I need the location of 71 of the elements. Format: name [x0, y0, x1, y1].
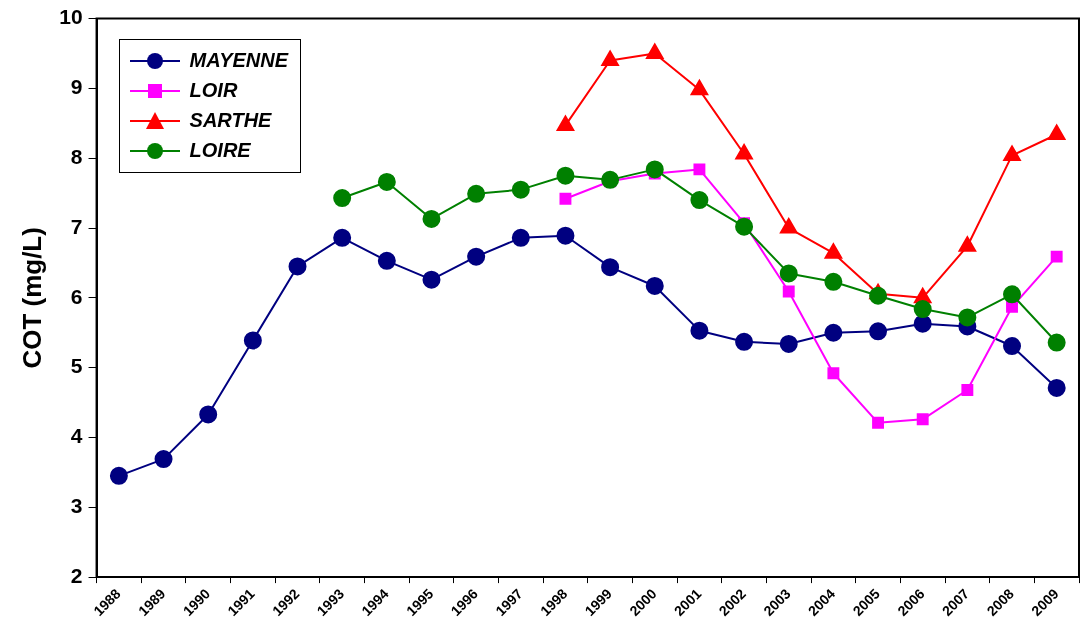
- point: [377, 251, 396, 270]
- legend-label: LOIR: [189, 79, 238, 103]
- point: [869, 322, 888, 341]
- y-tick-label: 6: [70, 284, 83, 308]
- point: [824, 243, 843, 259]
- legend-label: LOIRE: [189, 139, 251, 163]
- y-tick-label: 3: [70, 494, 83, 518]
- y-tick-label: 4: [70, 424, 83, 448]
- y-tick-label: 5: [70, 354, 83, 378]
- point: [1047, 333, 1066, 352]
- point: [601, 170, 620, 189]
- point: [511, 228, 530, 247]
- point: [333, 189, 352, 208]
- point: [690, 79, 709, 96]
- y-tick-label: 7: [70, 214, 83, 238]
- point: [690, 191, 709, 210]
- point: [958, 308, 977, 327]
- point: [1047, 378, 1066, 397]
- point: [913, 314, 932, 333]
- point: [779, 264, 798, 283]
- point: [559, 192, 572, 205]
- point: [601, 258, 620, 277]
- point: [511, 180, 530, 199]
- point: [109, 466, 128, 485]
- point: [779, 334, 798, 353]
- point: [1047, 124, 1066, 140]
- point: [467, 184, 486, 203]
- legend-label: MAYENNE: [189, 49, 289, 73]
- legend-label: SARTHE: [189, 109, 272, 133]
- point: [243, 331, 262, 350]
- point: [556, 166, 575, 185]
- point: [958, 236, 977, 252]
- point: [422, 209, 441, 228]
- point: [735, 332, 754, 351]
- point: [824, 323, 843, 342]
- point: [467, 247, 486, 266]
- point: [872, 416, 884, 429]
- point: [779, 218, 798, 234]
- point: [1003, 337, 1022, 356]
- y-axis-title: COT (mg/L): [16, 227, 47, 369]
- point: [556, 226, 575, 245]
- point: [782, 285, 795, 298]
- point: [913, 300, 932, 319]
- point: [333, 228, 352, 247]
- point: [869, 286, 888, 305]
- point: [827, 367, 840, 380]
- y-tick-label: 10: [59, 5, 83, 29]
- point: [154, 450, 173, 469]
- point: [422, 270, 441, 289]
- point: [645, 160, 664, 179]
- point: [735, 144, 753, 160]
- point: [601, 50, 619, 66]
- y-tick-label: 9: [70, 75, 83, 99]
- point: [556, 115, 575, 131]
- y-tick-label: 2: [70, 563, 83, 587]
- point: [690, 321, 709, 340]
- point: [1050, 250, 1063, 263]
- point: [735, 217, 754, 236]
- point: [645, 276, 664, 295]
- point: [961, 384, 974, 396]
- point: [824, 272, 843, 291]
- point: [1003, 145, 1021, 161]
- point: [288, 257, 307, 276]
- point: [199, 405, 218, 424]
- point: [377, 172, 396, 191]
- point: [693, 163, 706, 176]
- point: [916, 413, 929, 426]
- point: [1003, 285, 1022, 304]
- y-tick-label: 8: [70, 145, 83, 169]
- point: [1006, 300, 1018, 313]
- point: [645, 43, 664, 60]
